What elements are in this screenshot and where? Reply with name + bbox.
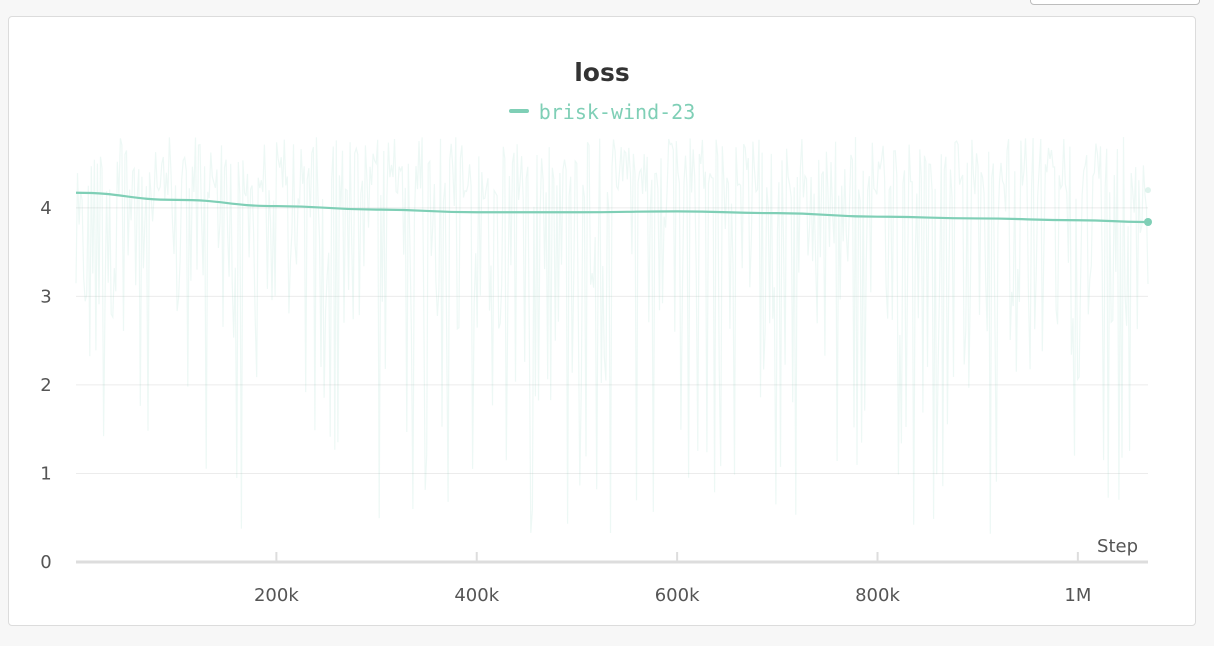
x-tick-label: 1M — [1064, 585, 1091, 606]
raw-end-point — [1145, 187, 1151, 193]
series-end-point — [1144, 218, 1152, 226]
y-tick-label: 3 — [40, 286, 51, 307]
raw-series — [76, 137, 1151, 534]
x-tick-label: 400k — [454, 585, 499, 606]
x-tick-label: 600k — [655, 585, 700, 606]
y-tick-label: 4 — [40, 198, 51, 219]
smoothed-series — [76, 193, 1152, 226]
y-tick-label: 0 — [40, 552, 51, 573]
x-tick-label: 200k — [254, 585, 299, 606]
y-tick-label: 1 — [40, 463, 51, 484]
x-tick-label: 800k — [855, 585, 900, 606]
x-axis-title: Step — [1097, 536, 1138, 557]
y-tick-label: 2 — [40, 375, 51, 396]
raw-series-line — [76, 137, 1148, 534]
